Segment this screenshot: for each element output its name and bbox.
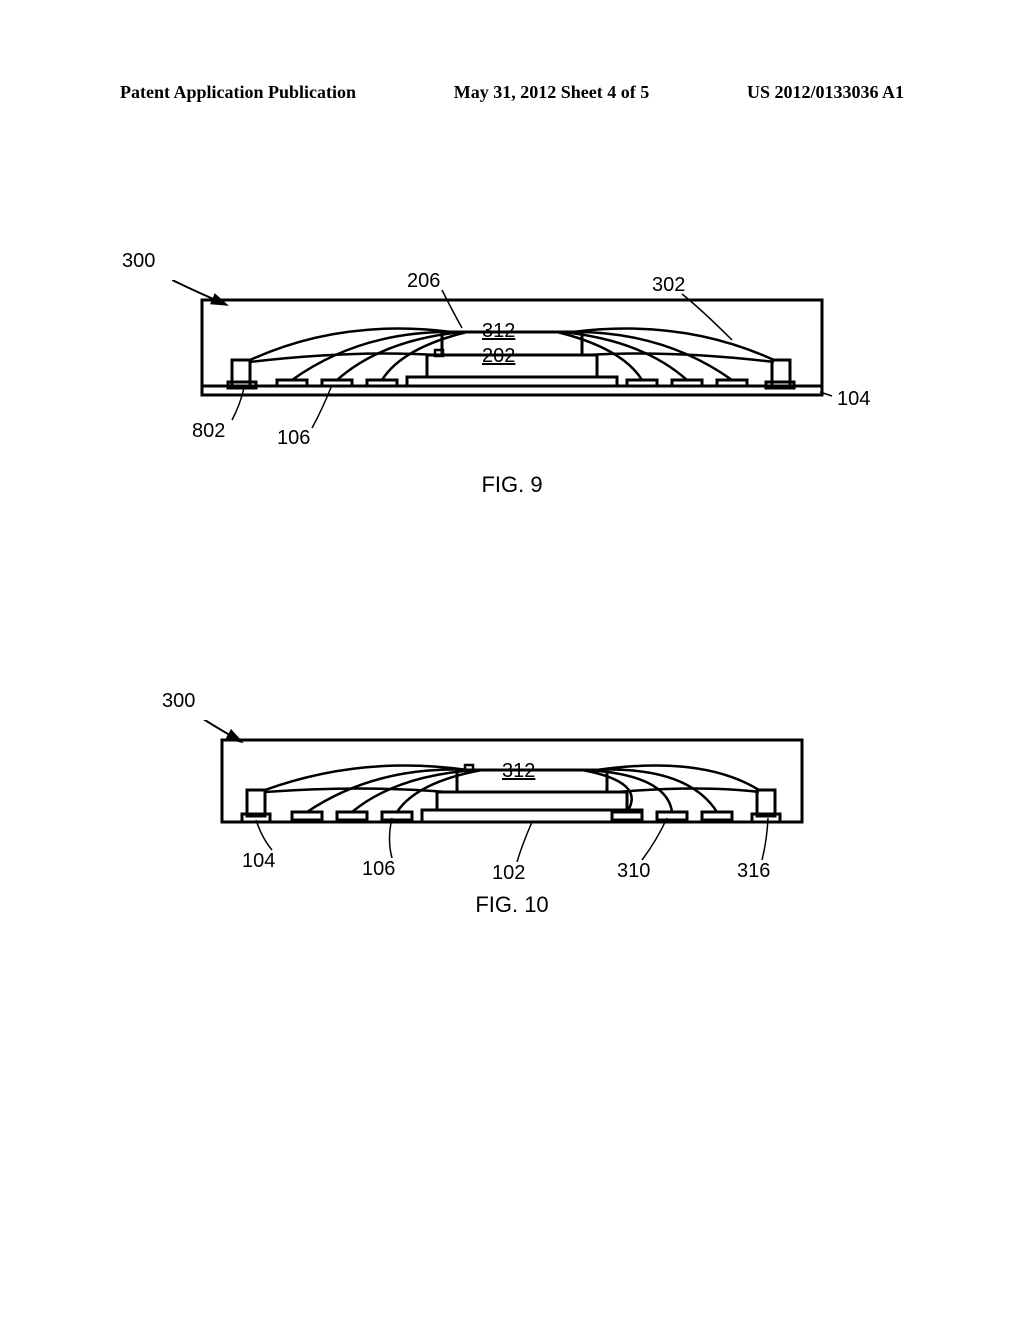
fig9-label-802: 802: [192, 420, 225, 443]
fig9-label-300: 300: [122, 250, 155, 273]
fig9-label-312: 312: [482, 320, 515, 343]
fig9-label-206: 206: [407, 270, 440, 293]
fig9-drawing: [172, 280, 852, 460]
fig10-label-312: 312: [502, 760, 535, 783]
figure-9: 300 206 302 312 202 802 106 104: [172, 280, 852, 498]
fig10-label-106: 106: [362, 858, 395, 881]
fig9-caption: FIG. 9: [172, 472, 852, 498]
fig9-label-202: 202: [482, 345, 515, 368]
fig9-label-104: 104: [837, 388, 870, 411]
fig10-drawing: [192, 720, 832, 880]
fig10-caption: FIG. 10: [192, 892, 832, 918]
header-right: US 2012/0133036 A1: [747, 82, 904, 103]
header-center: May 31, 2012 Sheet 4 of 5: [454, 82, 649, 103]
fig10-label-102: 102: [492, 862, 525, 885]
fig10-label-316: 316: [737, 860, 770, 883]
page-header: Patent Application Publication May 31, 2…: [120, 82, 904, 103]
fig10-label-300: 300: [162, 690, 195, 713]
fig9-label-106: 106: [277, 427, 310, 450]
fig10-label-104: 104: [242, 850, 275, 873]
fig9-label-302: 302: [652, 274, 685, 297]
fig10-label-310: 310: [617, 860, 650, 883]
header-left: Patent Application Publication: [120, 82, 356, 103]
figure-10: 300 312 104 106 102 310 316: [192, 720, 832, 918]
